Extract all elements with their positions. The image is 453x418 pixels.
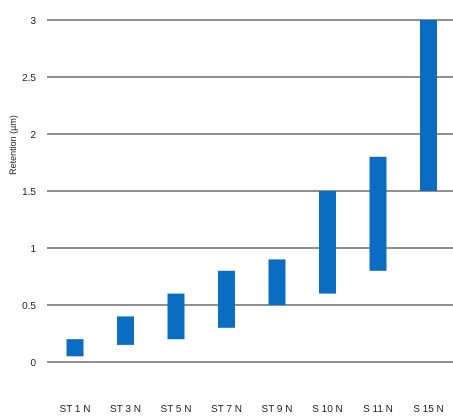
x-tick-label: ST 5 N [161,404,192,415]
x-tick-label: ST 1 N [60,404,91,415]
y-tick-label: 0 [30,358,36,369]
y-tick-label: 2.5 [22,73,36,84]
y-tick-label: 1 [30,244,36,255]
range-bar [268,259,286,305]
y-tick-labels: 0 0.5 1 1.5 2 2.5 3 [22,16,36,369]
x-tick-label: S 15 N [413,404,444,415]
x-tick-label: ST 7 N [211,404,242,415]
x-tick-label: ST 9 N [262,404,293,415]
range-bar [369,156,387,271]
y-tick-label: 1.5 [22,187,36,198]
y-tick-label: 0.5 [22,301,36,312]
range-bar [117,316,134,345]
x-tick-label: S 10 N [312,404,343,415]
x-tick-label: S 11 N [363,404,393,415]
range-bar [167,293,185,340]
range-bar [420,20,437,191]
y-tick-label: 3 [30,16,36,27]
y-axis-title: Retention (µm) [8,115,18,175]
x-tick-labels: ST 1 N ST 3 N ST 5 N ST 7 N ST 9 N S 10 N S 11… [60,404,444,415]
range-bars [66,20,437,357]
range-bar [66,339,84,357]
range-bar [218,270,235,328]
range-bar [319,191,336,294]
gridlines [47,19,453,363]
x-tick-label: ST 3 N [110,404,141,415]
y-tick-label: 2 [30,130,36,141]
